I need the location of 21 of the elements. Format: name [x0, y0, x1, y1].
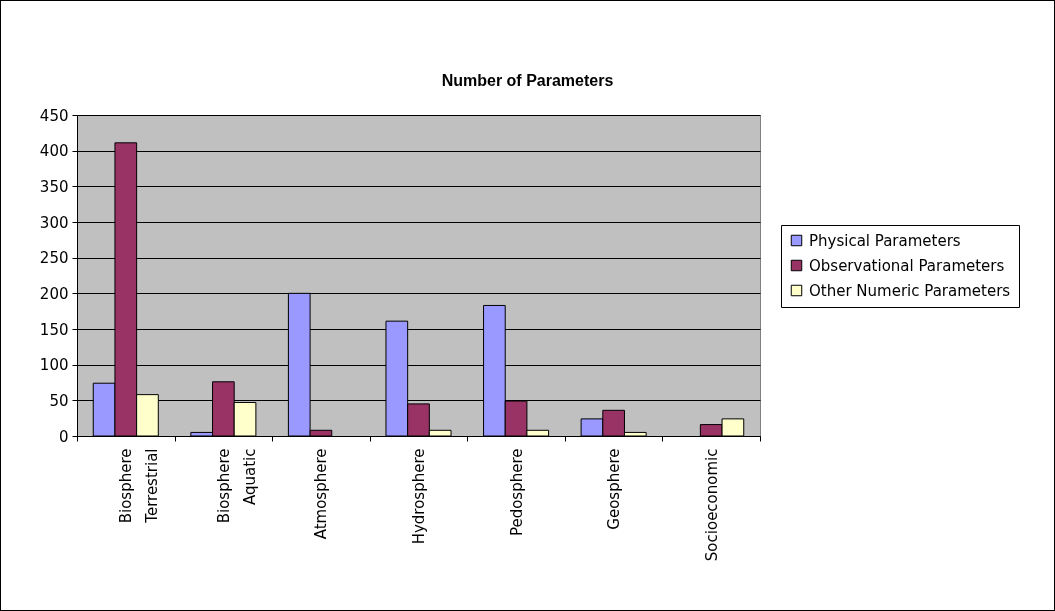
legend-label: Other Numeric Parameters	[809, 281, 1011, 300]
x-tick-label: Biosphere Terrestrial	[117, 448, 162, 524]
y-tick-label: 50	[49, 391, 69, 410]
y-tick-label: 450	[39, 106, 69, 125]
legend-label: Observational Parameters	[809, 256, 1005, 275]
x-tick-label: Hydrosphere	[410, 448, 428, 545]
y-tick-label: 200	[39, 284, 69, 303]
chart-title: Number of Parameters	[441, 72, 614, 89]
y-tick-label: 300	[39, 213, 69, 232]
y-tick-label: 0	[58, 427, 69, 446]
y-tick-label: 400	[39, 142, 69, 161]
x-tick-label: Biosphere Aquatic	[214, 448, 259, 524]
x-tick-label: Pedosphere	[507, 448, 526, 537]
x-tick-label: Atmosphere	[312, 448, 331, 540]
x-tick-label: Socioeconomic	[702, 448, 721, 562]
legend-label: Physical Parameters	[809, 231, 961, 250]
y-tick-label: 150	[39, 320, 69, 339]
x-tick-label: Geosphere	[605, 448, 624, 530]
y-tick-label: 250	[39, 249, 69, 268]
y-tick-label: 100	[39, 356, 69, 375]
y-tick-label: 350	[39, 177, 69, 196]
